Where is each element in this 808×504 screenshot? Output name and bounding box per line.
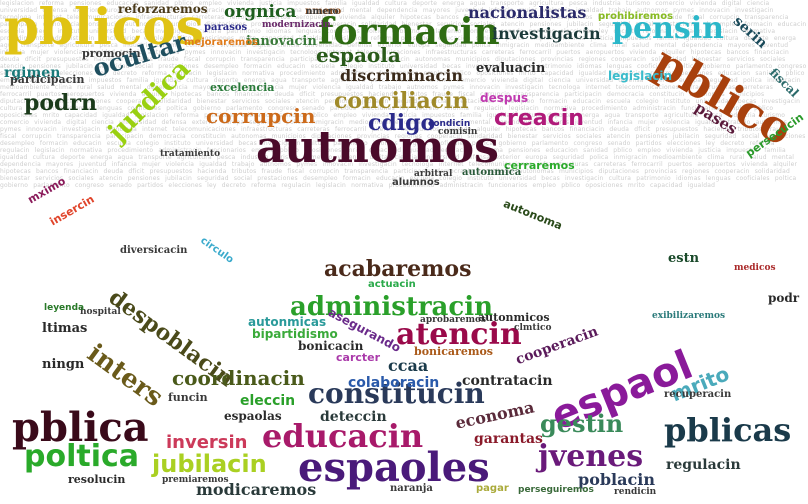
word: medicos	[734, 263, 776, 273]
word: podrn	[24, 90, 98, 116]
word: deteccin	[320, 409, 387, 425]
word: modernizacin	[262, 20, 331, 30]
word: pagar	[476, 483, 509, 494]
word: autonmica	[462, 167, 522, 178]
word: condicin	[428, 119, 471, 129]
word: mejoraremos	[184, 37, 259, 48]
word: autnomos	[256, 122, 499, 173]
word: estn	[668, 251, 700, 266]
word: resolucin	[68, 473, 126, 486]
word: contratacin	[462, 373, 553, 389]
word: cdigo	[368, 110, 436, 136]
word: conciliacin	[334, 88, 469, 114]
word: prohibiremos	[598, 11, 674, 22]
word: autonmicas	[248, 315, 327, 329]
word: colaboracin	[348, 375, 440, 391]
word: jvenes	[538, 439, 644, 474]
word: cerraremos	[504, 159, 575, 172]
word: modicaremos	[196, 480, 317, 499]
word: hospital	[80, 307, 121, 317]
word: espaola	[316, 43, 401, 67]
word: reforzaremos	[118, 2, 208, 16]
word: innovacin	[246, 34, 317, 49]
word: bonicaremos	[414, 345, 493, 358]
word: constitucin	[308, 377, 485, 410]
word: recuperacin	[664, 389, 732, 400]
word: funcin	[168, 391, 208, 404]
word: promocin	[82, 47, 141, 60]
word: administracin	[290, 292, 493, 322]
word: nacionalistas	[468, 3, 587, 22]
word: pblicos	[4, 0, 204, 56]
word: corrupcin	[206, 104, 316, 128]
word: aprobaremos	[420, 315, 487, 325]
word: excelencia	[210, 81, 275, 94]
word: actuacin	[368, 279, 416, 290]
word: pblicas	[664, 411, 792, 449]
word: orgnica	[224, 2, 297, 22]
word: espaolas	[224, 409, 282, 423]
word: perseguiremos	[518, 485, 594, 495]
word: pensin	[612, 11, 724, 46]
word: ningn	[42, 357, 85, 372]
word: evaluacin	[476, 61, 546, 76]
word: acabaremos	[324, 256, 472, 282]
word: creacin	[494, 106, 584, 131]
word: eleccin	[240, 393, 296, 409]
word: tratamiento	[160, 149, 221, 159]
word: bonicacin	[298, 339, 364, 353]
word: nmero	[306, 7, 339, 17]
word: investigacin	[492, 24, 601, 43]
word: clmtico	[514, 323, 552, 333]
word: pblica	[12, 404, 149, 451]
word: alumnos	[392, 177, 440, 188]
word: formacin	[318, 11, 500, 53]
word: ccaa	[388, 356, 429, 375]
word: autonmicos	[478, 311, 550, 324]
word: educacin	[262, 417, 424, 455]
word: comisin	[438, 127, 478, 137]
word: rgimen	[4, 65, 61, 81]
word: exibilizaremos	[652, 311, 726, 321]
word: regulacin	[666, 457, 741, 473]
word: naranja	[390, 483, 433, 494]
word: despus	[480, 91, 529, 105]
word: participacin	[10, 73, 85, 86]
word: diversicacin	[120, 245, 188, 256]
word: carcter	[336, 351, 381, 364]
word: leyenda	[44, 303, 85, 313]
word: ltimas	[42, 321, 88, 336]
word: poltica	[24, 439, 140, 474]
word: premiaremos	[162, 475, 229, 485]
word: podr	[768, 291, 800, 305]
word: poblacin	[578, 470, 655, 489]
word: parasos	[204, 22, 248, 33]
word: espaoles	[298, 444, 490, 491]
word: arbitral	[414, 169, 453, 179]
word: discriminacin	[340, 66, 463, 85]
word: bipartidismo	[252, 327, 338, 341]
word: legislacin	[608, 69, 673, 83]
word: jubilacin	[152, 450, 267, 478]
word: garantas	[474, 431, 543, 447]
word: inversin	[166, 432, 248, 453]
word: atencin	[396, 317, 522, 352]
word: coordinacin	[172, 366, 305, 390]
word: rendicin	[614, 487, 657, 497]
word: gestin	[540, 409, 624, 438]
word: nmero	[305, 6, 342, 17]
